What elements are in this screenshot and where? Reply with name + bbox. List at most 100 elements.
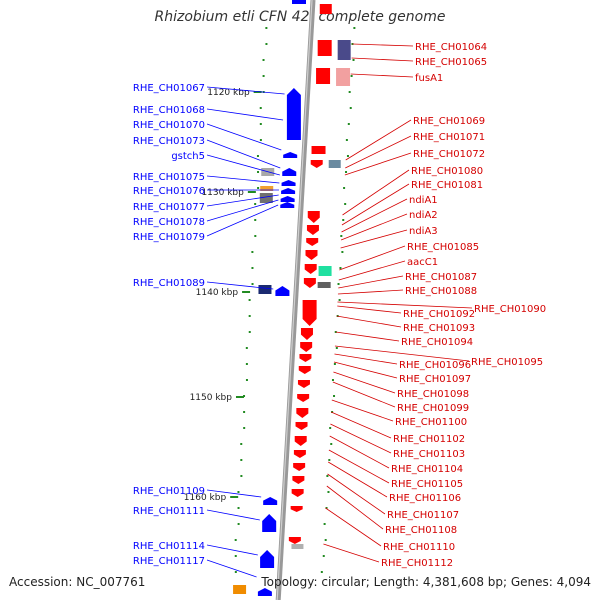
tick-label: 1160 kbp xyxy=(184,493,227,503)
right-gene-label: RHE_CH01071 xyxy=(413,132,485,143)
left-gene-label: RHE_CH01076 xyxy=(133,186,205,197)
left-gene-label: RHE_CH01089 xyxy=(133,278,205,289)
right-gene-label: RHE_CH01104 xyxy=(391,464,463,475)
right-leader-line xyxy=(337,301,473,309)
left-leader-line xyxy=(206,204,279,237)
right-gene-label: fusA1 xyxy=(415,73,443,84)
left-gene-label: RHE_CH01114 xyxy=(133,541,205,552)
forward-gene xyxy=(296,408,309,418)
topology-text: Topology: circular; Length: 4,381,608 bp… xyxy=(261,575,591,589)
reverse-gene xyxy=(281,180,296,186)
left-leader-line xyxy=(206,154,280,176)
forward-gene xyxy=(293,450,306,458)
right-gene-label: RHE_CH01087 xyxy=(405,272,477,283)
left-leader-line xyxy=(206,509,260,521)
left-leader-line xyxy=(206,194,279,207)
right-leader-line xyxy=(333,361,398,379)
forward-gene xyxy=(300,342,313,352)
left-gene-label: RHE_CH01079 xyxy=(133,232,205,243)
right-leader-line xyxy=(323,543,380,563)
right-gene-label: ndiA1 xyxy=(409,195,438,206)
forward-gene xyxy=(306,238,319,246)
reverse-gene xyxy=(282,168,297,176)
left-gene-label: RHE_CH01073 xyxy=(133,136,205,147)
right-leader-line xyxy=(328,449,390,484)
forward-gene xyxy=(306,225,319,235)
feature-block xyxy=(258,285,272,294)
forward-gene xyxy=(302,300,317,326)
right-gene-label: RHE_CH01095 xyxy=(471,357,543,368)
reverse-gene xyxy=(286,88,301,140)
right-gene-label: RHE_CH01106 xyxy=(389,493,461,504)
forward-gene xyxy=(304,264,317,274)
right-gene-label: RHE_CH01072 xyxy=(413,149,485,160)
right-leader-line xyxy=(335,331,400,342)
forward-gene xyxy=(307,211,320,223)
reverse-gene xyxy=(281,188,296,194)
right-leader-line xyxy=(338,275,404,289)
left-leader-line xyxy=(206,108,284,121)
right-leader-line xyxy=(330,423,392,454)
left-leader-line xyxy=(206,559,257,578)
right-leader-line xyxy=(345,119,412,161)
right-leader-line xyxy=(344,152,412,176)
left-gene-label: RHE_CH01075 xyxy=(133,172,205,183)
accession-text: Accession: NC_007761 xyxy=(9,575,146,589)
left-gene-label: RHE_CH01068 xyxy=(133,105,205,116)
feature-block xyxy=(259,193,273,203)
right-gene-label: RHE_CH01088 xyxy=(405,286,477,297)
reverse-gene xyxy=(257,588,272,596)
right-gene-label: RHE_CH01105 xyxy=(391,479,463,490)
right-leader-line xyxy=(326,485,384,530)
forward-gene xyxy=(299,354,312,362)
right-leader-line xyxy=(329,435,390,469)
right-gene-label: RHE_CH01069 xyxy=(413,116,485,127)
right-leader-line xyxy=(332,381,396,408)
forward-gene xyxy=(317,40,332,56)
right-leader-line xyxy=(327,473,386,515)
reverse-gene xyxy=(280,202,295,208)
left-gene-label: RHE_CH01117 xyxy=(133,556,205,567)
right-gene-label: ndiA2 xyxy=(409,210,438,221)
right-gene-label: RHE_CH01090 xyxy=(474,304,546,315)
forward-gene xyxy=(319,4,332,14)
left-leader-line xyxy=(206,544,258,556)
feature-block xyxy=(291,544,304,549)
right-gene-label: RHE_CH01100 xyxy=(395,417,467,428)
right-leader-line xyxy=(340,213,408,241)
map-title: Rhizobium etli CFN 42, complete genome xyxy=(154,9,446,25)
right-leader-line xyxy=(331,399,394,422)
forward-gene xyxy=(292,476,305,484)
left-leader-line xyxy=(206,123,282,151)
tick-label: 1130 kbp xyxy=(201,188,244,198)
right-leader-line xyxy=(327,461,388,498)
reverse-gene xyxy=(260,550,275,568)
right-gene-label: RHE_CH01081 xyxy=(411,180,483,191)
right-leader-line xyxy=(330,411,392,439)
feature-block xyxy=(337,40,351,60)
right-leader-line xyxy=(341,183,410,226)
reverse-gene xyxy=(262,514,277,532)
right-leader-line xyxy=(351,57,414,62)
right-gene-label: RHE_CH01080 xyxy=(411,166,483,177)
left-gene-label: RHE_CH01111 xyxy=(133,506,205,517)
forward-gene xyxy=(297,380,310,388)
forward-gene xyxy=(310,160,323,168)
forward-gene xyxy=(293,463,306,471)
backbone-highlight xyxy=(276,0,313,600)
left-gene-label: RHE_CH01067 xyxy=(133,83,205,94)
reverse-gene xyxy=(292,0,306,4)
left-gene-label: RHE_CH01077 xyxy=(133,202,205,213)
forward-gene xyxy=(316,68,331,84)
right-leader-line xyxy=(339,245,406,271)
right-gene-label: RHE_CH01103 xyxy=(393,449,465,460)
right-leader-line xyxy=(350,73,414,78)
right-gene-label: RHE_CH01092 xyxy=(403,309,475,320)
tick-label: 1140 kbp xyxy=(196,288,239,298)
right-gene-label: RHE_CH01108 xyxy=(385,525,457,536)
right-leader-line xyxy=(342,169,410,216)
left-gene-label: RHE_CH01078 xyxy=(133,217,205,228)
forward-gene xyxy=(300,328,313,340)
right-leader-line xyxy=(334,353,398,365)
right-leader-line xyxy=(336,315,402,328)
